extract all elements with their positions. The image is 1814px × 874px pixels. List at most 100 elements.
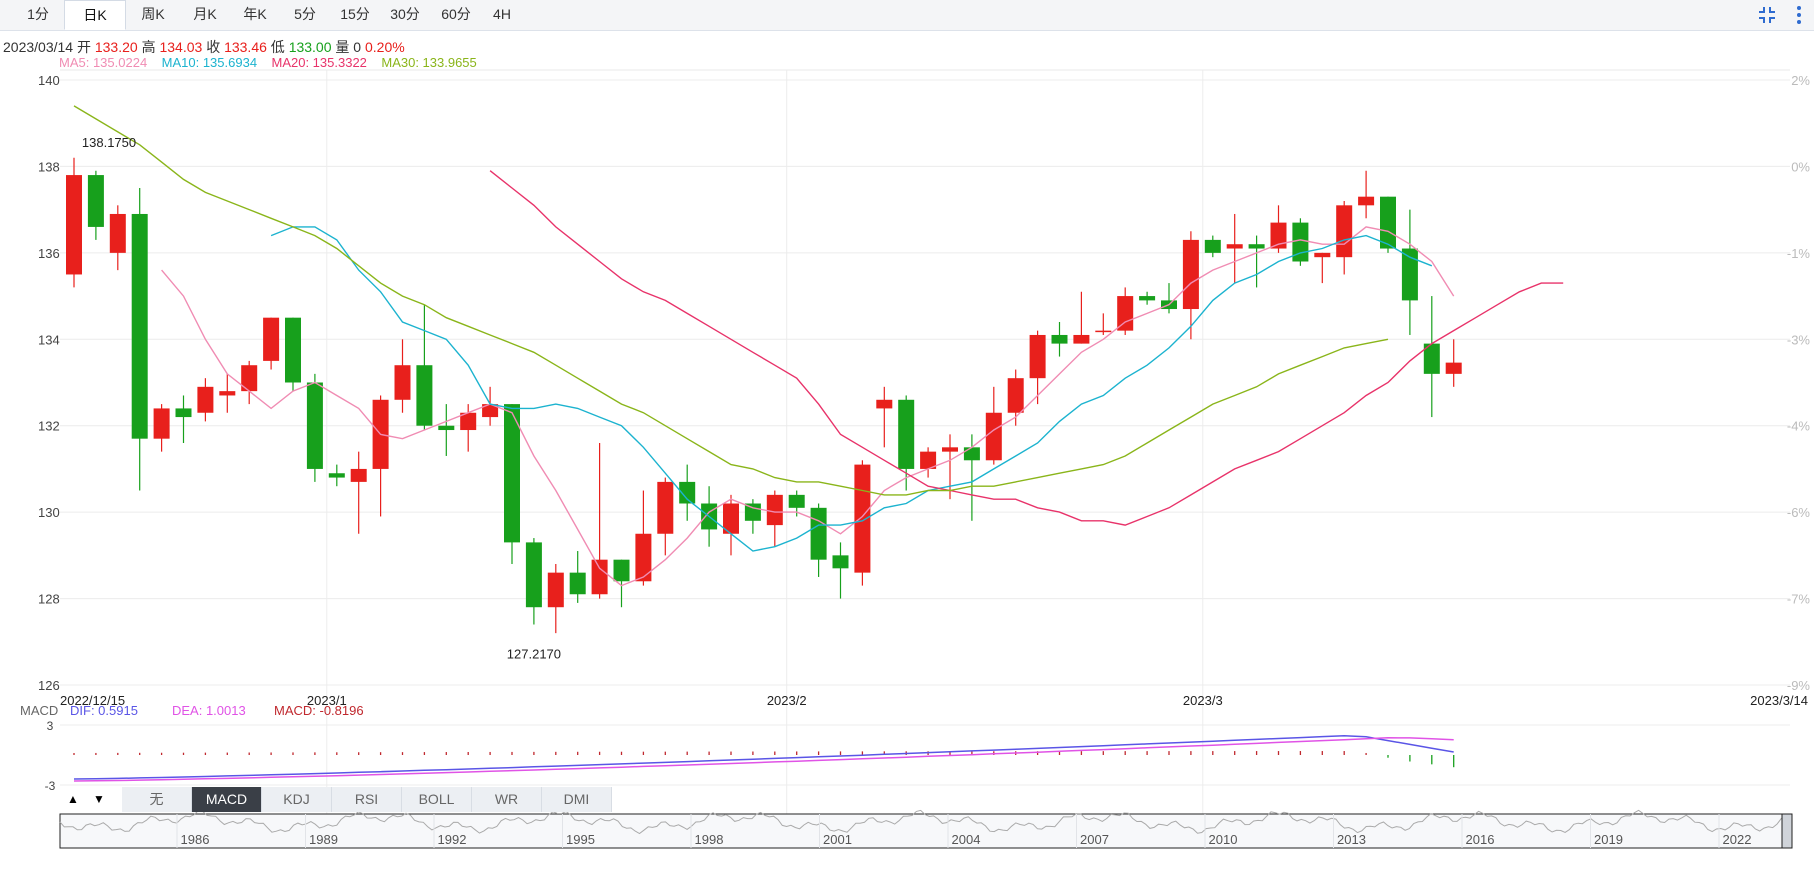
pct-tick-label: -7% [1787,592,1811,607]
candle-body [87,175,104,227]
candle-body [109,213,126,253]
candle-body [1380,196,1396,249]
indicator-tab-wr[interactable]: WR [472,787,542,812]
candle [1051,322,1068,357]
period-tab-5分[interactable]: 5分 [294,6,316,22]
period-tab-15分[interactable]: 15分 [340,6,370,22]
x-axis-label: 2023/2 [767,693,807,708]
candle [854,460,871,586]
period-tab-周K[interactable]: 周K [141,6,165,22]
legend-ma30: MA30: 133.9655 [381,55,477,70]
vertical-dots-icon[interactable] [1792,4,1806,26]
indicator-tab-rsi[interactable]: RSI [332,787,402,812]
candle [109,205,126,271]
candle [898,395,915,491]
period-tab-日K[interactable]: 日K [64,0,126,30]
candle [263,317,280,370]
moving-average-legend: MA5: 135.0224 MA10: 135.6934 MA20: 135.3… [59,55,477,70]
period-tab-30分[interactable]: 30分 [390,6,420,22]
scrubber-year-label: 2013 [1337,832,1366,847]
candle [591,443,608,599]
candle [131,188,148,491]
scrubber-year-label: 1989 [309,832,338,847]
candle-body [1270,222,1287,249]
x-axis-label: 2023/3/14 [1750,693,1808,708]
candle [175,395,192,443]
candle-body [1226,244,1243,249]
candle [1204,235,1221,258]
candle [942,434,958,500]
macd-y-tick: -3 [45,779,56,793]
period-tab-年K[interactable]: 年K [243,6,267,22]
candle [1226,213,1243,284]
indicator-tab-boll[interactable]: BOLL [402,787,472,812]
candle-body [1423,343,1440,374]
candle-body [810,507,827,560]
scrubber-year-label: 1998 [695,832,724,847]
indicator-tab-dmi[interactable]: DMI [542,787,612,812]
candle [1029,330,1046,405]
candle-body [1182,239,1199,310]
candle-body [1117,296,1134,331]
period-tab-月K[interactable]: 月K [193,6,217,22]
candle-body [1007,378,1024,413]
scrubber-sparkline [59,809,1791,835]
candle-body [416,365,433,426]
candle [66,157,82,288]
timeline-scrubber [59,813,1791,849]
candle-body [832,555,849,569]
indicator-tab-kdj[interactable]: KDJ [262,787,332,812]
candle-body [1358,196,1375,206]
candle-body [1248,244,1265,249]
candle [1358,170,1375,219]
period-tab-1分[interactable]: 1分 [27,6,49,22]
y-tick-label: 132 [38,419,60,434]
candle-body [744,503,761,521]
candle-body [1314,252,1331,258]
candle-body [482,404,499,418]
candle-body [1051,334,1068,344]
indicator-tab-macd[interactable]: MACD [192,787,262,812]
quote-high: 134.03 [159,39,203,55]
candle [1401,209,1418,335]
candle [547,564,564,634]
candle [197,378,214,422]
indicator-tab-无[interactable]: 无 [122,787,192,812]
candle-body [175,408,192,418]
quote-open-label: 开 [76,39,91,55]
candle-body [306,382,323,469]
candle [350,451,367,534]
macd-dif-label: DIF: 0.5915 [70,703,138,718]
ma10-line [270,226,1433,552]
candle [920,447,937,478]
candle-body [1336,205,1353,258]
panel-down-arrow-icon[interactable]: ▼ [86,787,112,812]
scrubber-handle[interactable] [1781,813,1793,849]
quote-low-label: 低 [270,39,285,55]
quote-open: 133.20 [94,39,138,55]
panel-up-arrow-icon[interactable]: ▲ [60,787,86,812]
candle [635,490,652,586]
candle-body [788,494,805,508]
y-tick-label: 140 [38,73,60,88]
legend-ma10: MA10: 135.6934 [161,55,258,70]
candle-body [1073,334,1090,344]
candle-body [766,494,783,526]
candle-body [898,399,915,469]
period-tab-4H[interactable]: 4H [493,6,511,22]
candle [1182,231,1199,340]
candle [306,373,323,482]
candle-body [438,425,455,431]
candle-body [394,365,411,400]
period-tab-60分[interactable]: 60分 [441,6,471,22]
quote-date: 2023/03/14 [3,39,74,55]
candle [876,386,893,448]
candle-body [591,559,608,595]
candle [1292,218,1309,266]
candle-body [1401,248,1418,301]
collapse-arrows-icon[interactable] [1757,5,1777,25]
quote-volume-label: 量 [335,39,350,55]
scrubber-year-label: 1992 [438,832,467,847]
scrubber-year-label: 2022 [1723,832,1752,847]
